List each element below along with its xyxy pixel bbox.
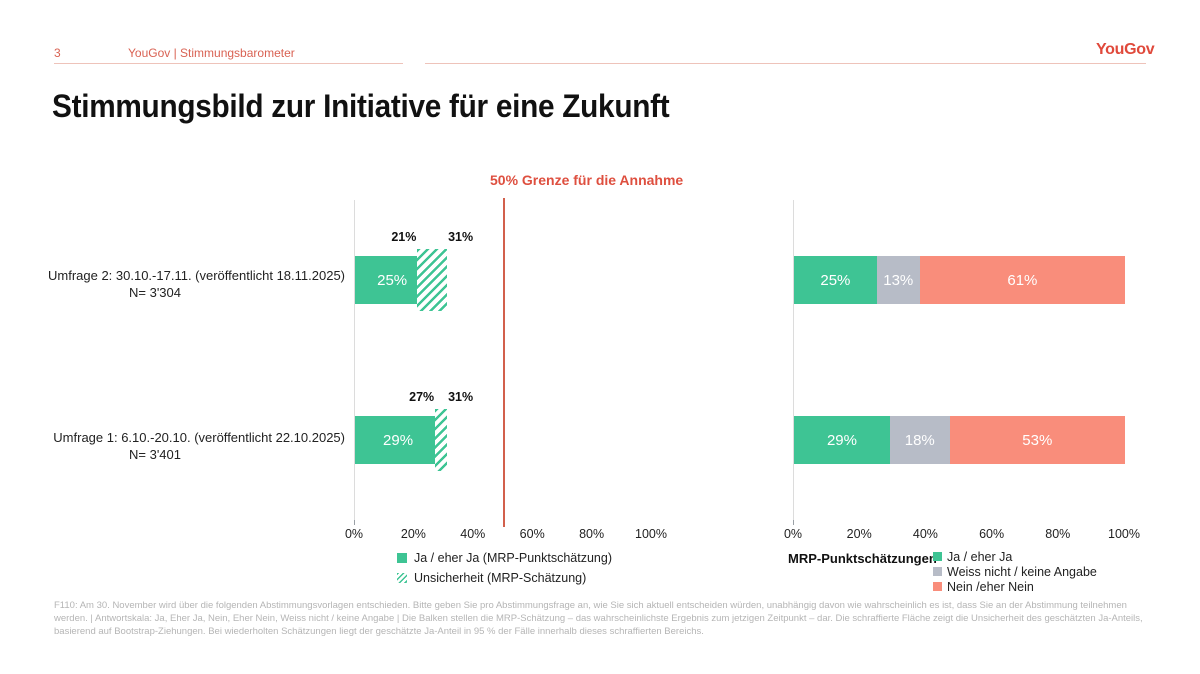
uncertainty-swatch-icon <box>397 573 407 583</box>
footnote: F110: Am 30. November wird über die folg… <box>54 600 1143 637</box>
x-axis-tick-label: 40% <box>912 527 938 541</box>
x-axis-tick-label: 20% <box>400 527 426 541</box>
mrp-estimate-chart: 25% 21% 31% 29% 27% 31% <box>354 198 652 527</box>
legend-label: Weiss nicht / keine Angabe <box>947 564 1097 579</box>
legend-label: Nein /eher Nein <box>947 579 1034 594</box>
stacked-chart: 25% 13% 61% 29% 18% 53% <box>793 200 1125 525</box>
stack-seg-0-1: 13% <box>876 256 920 304</box>
axis-origin-tick <box>354 520 355 525</box>
weiss-nicht-swatch-icon <box>933 567 942 576</box>
stack-seg-1-1: 18% <box>889 416 950 464</box>
category-label-umfrage1: Umfrage 1: 6.10.-20.10. (veröffentlicht … <box>40 430 345 463</box>
x-axis-left: 0% 20% 40% 60% 80% 100% <box>345 527 667 543</box>
legend-item-ja: Ja / eher Ja <box>933 549 1097 564</box>
x-axis-tick-label: 60% <box>979 527 1005 541</box>
legend-item-weiss-nicht: Weiss nicht / keine Angabe <box>933 564 1097 579</box>
legend-label: Ja / eher Ja <box>947 549 1013 564</box>
axis-origin-tick <box>793 520 794 525</box>
stacked-bar-1: 29% 18% 53% <box>794 416 1125 464</box>
uncertainty-high-label-0: 31% <box>448 230 474 244</box>
threshold-label: 50% Grenze für die Annahme <box>490 172 684 188</box>
x-axis-tick-label: 0% <box>344 527 364 541</box>
page-title: Stimmungsbild zur Initiative für eine Zu… <box>52 88 670 124</box>
header-label: YouGov | Stimmungsbarometer <box>128 46 295 60</box>
mrp-bar-1: 29% <box>355 416 442 464</box>
stacked-bar-0: 25% 13% 61% <box>794 256 1125 304</box>
nein-swatch-icon <box>933 582 942 591</box>
ja-swatch-icon <box>397 553 407 563</box>
legend-item-unsicherheit: Unsicherheit (MRP-Schätzung) <box>397 570 612 586</box>
legend-right-title: MRP-Punktschätzungen <box>788 551 937 566</box>
x-axis-tick-label: 40% <box>460 527 486 541</box>
uncertainty-band-0 <box>417 249 448 311</box>
header-rule-left <box>54 63 403 64</box>
stack-seg-1-2: 53% <box>949 416 1125 464</box>
x-axis-tick-label: 100% <box>1108 527 1140 541</box>
ja-swatch-icon <box>933 552 942 561</box>
mrp-bar-0: 25% <box>355 256 430 304</box>
legend-item-ja: Ja / eher Ja (MRP-Punktschätzung) <box>397 550 612 566</box>
threshold-axis-tick <box>502 520 505 527</box>
uncertainty-low-label-1: 27% <box>409 390 435 404</box>
x-axis-tick-label: 80% <box>1045 527 1071 541</box>
legend-label: Ja / eher Ja (MRP-Punktschätzung) <box>414 551 612 565</box>
uncertainty-high-label-1: 31% <box>448 390 474 404</box>
x-axis-tick-label: 20% <box>846 527 872 541</box>
x-axis-tick-label: 80% <box>579 527 605 541</box>
uncertainty-low-label-0: 21% <box>391 230 417 244</box>
legend-label: Unsicherheit (MRP-Schätzung) <box>414 571 587 585</box>
stack-seg-0-2: 61% <box>919 256 1125 304</box>
legend-right: Ja / eher Ja Weiss nicht / keine Angabe … <box>933 549 1097 594</box>
yougov-logo: YouGov <box>1096 41 1155 58</box>
x-axis-right: 0% 20% 40% 60% 80% 100% <box>784 527 1140 543</box>
sample-size-label: N= 3'401 <box>129 447 181 462</box>
stack-seg-1-0: 29% <box>794 416 890 464</box>
x-axis-tick-label: 60% <box>519 527 545 541</box>
threshold-reference-line <box>502 198 505 527</box>
category-label-umfrage2: Umfrage 2: 30.10.-17.11. (veröffentlicht… <box>40 268 345 301</box>
legend-item-nein: Nein /eher Nein <box>933 579 1097 594</box>
x-axis-tick-label: 100% <box>635 527 667 541</box>
x-axis-tick-label: 0% <box>783 527 803 541</box>
page-number: 3 <box>54 46 61 60</box>
survey-label: Umfrage 2: 30.10.-17.11. (veröffentlicht… <box>47 268 345 283</box>
sample-size-label: N= 3'304 <box>129 285 181 300</box>
survey-label: Umfrage 1: 6.10.-20.10. (veröffentlicht … <box>53 430 345 445</box>
header-rule-right <box>425 63 1146 64</box>
legend-left: Ja / eher Ja (MRP-Punktschätzung) Unsich… <box>397 550 612 590</box>
uncertainty-band-1 <box>435 409 448 471</box>
stack-seg-0-0: 25% <box>794 256 877 304</box>
